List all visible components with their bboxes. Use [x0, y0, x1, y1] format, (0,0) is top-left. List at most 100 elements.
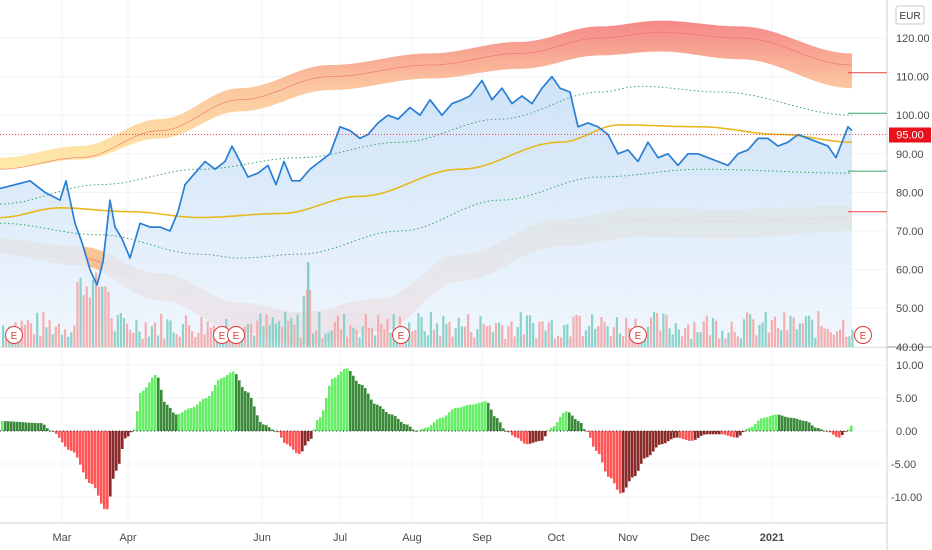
- oscillator-bar: [79, 431, 82, 465]
- oscillator-bar: [496, 418, 499, 431]
- earnings-marker-circle: [227, 326, 245, 344]
- volume-bar: [826, 328, 829, 347]
- volume-bar: [23, 325, 26, 347]
- volume-bar: [299, 337, 302, 347]
- volume-bar: [442, 315, 445, 347]
- volume-bar: [197, 332, 200, 347]
- oscillator-bar: [394, 416, 397, 431]
- oscillator-bar: [505, 431, 508, 432]
- volume-bar: [302, 295, 305, 347]
- oscillator-bar: [58, 431, 61, 438]
- oscillator-bar: [412, 429, 415, 431]
- volume-bar: [274, 323, 277, 347]
- oscillator-bar: [775, 414, 778, 431]
- volume-bar: [677, 329, 680, 347]
- oscillator-bar: [328, 385, 331, 431]
- oscillator-bar: [334, 377, 337, 431]
- volume-bar: [473, 337, 476, 347]
- oscillator-bar: [241, 387, 244, 431]
- oscillator-bar: [832, 431, 835, 435]
- oscillator-bar: [190, 407, 193, 431]
- volume-bar: [581, 336, 584, 347]
- oscillator-bar: [574, 419, 577, 431]
- oscillator-bar: [742, 431, 745, 433]
- oscillator-bar: [715, 431, 718, 435]
- oscillator-bar: [235, 374, 238, 431]
- oscillator-bar: [16, 421, 19, 431]
- oscillator-bar: [259, 421, 262, 431]
- volume-bar: [587, 326, 591, 347]
- current-price-label: 95.00: [889, 127, 931, 143]
- oscillator-bar: [643, 431, 646, 459]
- earnings-marker[interactable]: E: [392, 326, 410, 344]
- oscillator-bar: [205, 398, 208, 431]
- volume-bar: [680, 336, 684, 347]
- volume-bar: [116, 315, 119, 347]
- oscillator-bar: [19, 422, 22, 431]
- volume-bar: [51, 334, 54, 347]
- oscillator-bar: [397, 418, 400, 431]
- volume-bar: [250, 324, 253, 347]
- earnings-marker[interactable]: E: [5, 326, 23, 344]
- oscillator-bar: [286, 431, 289, 445]
- oscillator-bars: [0, 368, 853, 510]
- volume-bar: [656, 312, 659, 347]
- oscillator-bar: [502, 428, 505, 431]
- oscillator-bar: [283, 431, 286, 443]
- oscillator-bar: [541, 431, 544, 441]
- volume-bar: [420, 316, 423, 347]
- volume-bar: [352, 327, 355, 347]
- currency-button[interactable]: EUR: [895, 5, 925, 25]
- oscillator-bar: [676, 431, 679, 438]
- volume-bar: [553, 338, 556, 347]
- oscillator-bar: [604, 431, 607, 472]
- oscillator-bar: [568, 412, 571, 431]
- volume-bar: [609, 336, 612, 347]
- oscillator-bar: [229, 372, 232, 431]
- volume-bar: [718, 338, 721, 347]
- oscillator-bar: [613, 431, 616, 484]
- volume-bar: [39, 335, 42, 347]
- oscillator-bar: [649, 431, 652, 456]
- earnings-marker[interactable]: E: [227, 326, 245, 344]
- oscillator-bar: [478, 402, 481, 431]
- oscillator-bar: [4, 421, 7, 431]
- oscillator-bar: [781, 415, 784, 431]
- oscillator-bar: [529, 431, 532, 444]
- oscillator-bar: [667, 431, 670, 442]
- volume-bar: [104, 286, 107, 347]
- volume-bar: [625, 317, 628, 347]
- volume-bar: [132, 333, 135, 347]
- volume-bar: [166, 319, 169, 347]
- oscillator-bar: [160, 389, 163, 432]
- oscillator-bar: [424, 427, 427, 431]
- time-axis-ticks: Mar Apr Jun Jul Aug Sep Oct Nov Dec 2021: [53, 532, 785, 544]
- volume-bar: [668, 328, 671, 347]
- volume-bar: [36, 312, 39, 347]
- oscillator-bar: [25, 422, 28, 431]
- volume-bar: [783, 312, 786, 347]
- time-tick-label: Mar: [53, 532, 72, 544]
- oscillator-bar: [391, 414, 394, 431]
- oscillator-bar: [670, 431, 673, 440]
- oscillator-bar: [34, 423, 37, 431]
- oscillator-bar: [1, 421, 4, 431]
- oscillator-bar: [802, 420, 805, 431]
- oscillator-bar: [508, 431, 511, 433]
- volume-bar: [380, 324, 383, 347]
- oscillator-bar: [679, 431, 682, 439]
- volume-bar: [622, 336, 625, 347]
- oscillator-bar: [598, 431, 601, 455]
- volume-bar: [215, 338, 219, 347]
- volume-bar: [308, 290, 312, 347]
- volume-bar: [646, 327, 649, 347]
- upper-band: [0, 20, 852, 170]
- mid-line: [0, 123, 852, 219]
- oscillator-bar: [343, 368, 346, 431]
- oscillator-bar: [304, 431, 307, 446]
- earnings-marker[interactable]: E: [629, 326, 647, 344]
- volume-bar: [414, 330, 417, 347]
- volume-bar: [498, 322, 501, 347]
- earnings-marker[interactable]: E: [854, 326, 872, 344]
